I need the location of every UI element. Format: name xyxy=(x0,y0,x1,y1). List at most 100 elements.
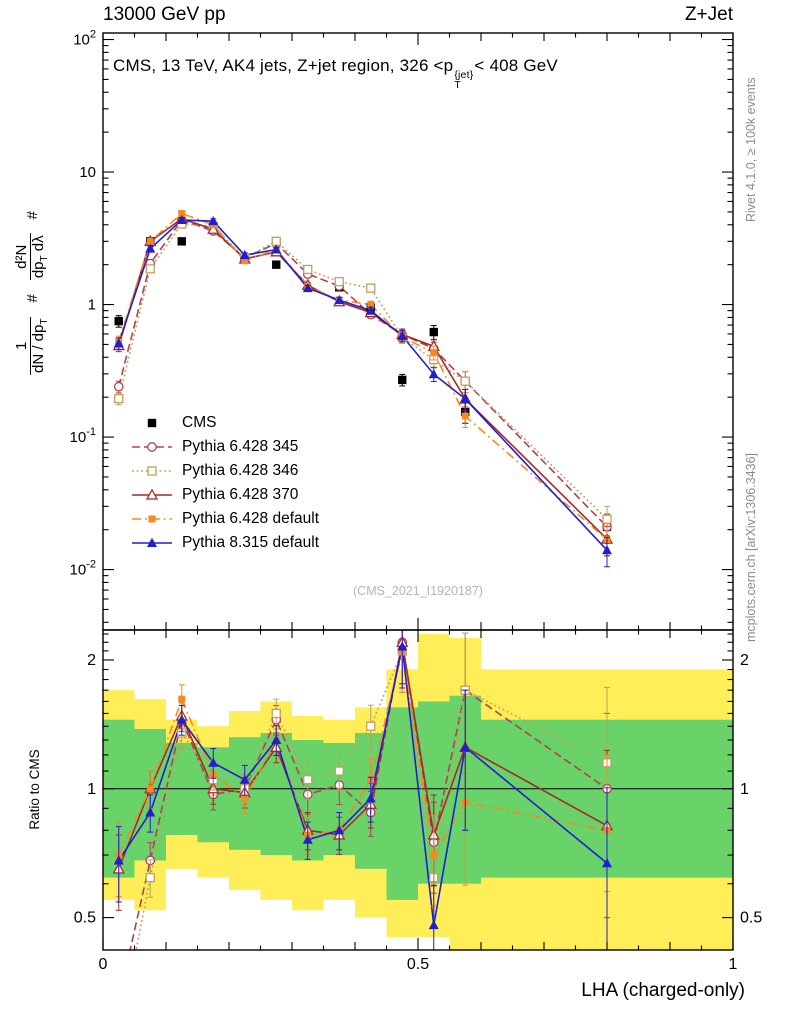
legend-swatch-pythia6-345 xyxy=(132,442,172,452)
ylabel-f2-num: d²N xyxy=(13,244,30,269)
marker xyxy=(602,545,612,555)
marker xyxy=(461,412,469,420)
legend-label-pythia6-346: Pythia 6.428 346 xyxy=(182,462,299,479)
legend-item-cms: CMS xyxy=(130,411,319,435)
marker xyxy=(148,515,156,523)
legend-item-pythia8-default: Pythia 8.315 default xyxy=(130,531,319,555)
marker xyxy=(147,466,157,476)
marker xyxy=(302,282,313,293)
legend-item-pythia6-346: Pythia 6.428 346 xyxy=(130,459,319,483)
marker xyxy=(146,785,154,793)
beam-energy-label: 13000 GeV pp xyxy=(103,4,226,25)
marker xyxy=(271,244,282,254)
marker xyxy=(114,393,124,404)
marker xyxy=(398,375,407,385)
marker xyxy=(241,794,249,802)
legend-swatch-pythia6-370 xyxy=(132,488,172,500)
ylabel-f2-den-text: dp xyxy=(30,261,48,279)
legend-swatch-cms xyxy=(147,418,157,428)
tick-label: 1 xyxy=(87,781,96,798)
marker xyxy=(147,537,157,547)
marker xyxy=(430,851,438,859)
marker xyxy=(602,858,612,868)
marker xyxy=(113,855,124,865)
tick-label: 2 xyxy=(740,652,749,669)
marker xyxy=(303,775,313,785)
marker xyxy=(365,793,376,803)
legend-label-cms: CMS xyxy=(182,414,217,431)
marker xyxy=(178,695,186,703)
marker xyxy=(428,369,439,379)
marker xyxy=(145,488,159,500)
tick-label: 10-2 xyxy=(70,559,96,579)
marker xyxy=(430,349,438,357)
ylabel-f1-den-text: dN / dp xyxy=(30,324,48,373)
analysis-title-prefix: CMS, 13 TeV, AK4 jets, Z+jet region, 326… xyxy=(113,56,454,75)
legend-swatch-pythia6-default xyxy=(132,515,172,523)
marker xyxy=(113,381,124,392)
tick-label: 0.5 xyxy=(740,910,762,927)
ratio-uncertainty-bands xyxy=(103,633,733,950)
marker xyxy=(365,305,376,315)
marker xyxy=(334,766,344,776)
ylabel-f1-den: dN / dpT xyxy=(30,316,51,375)
marker xyxy=(114,316,123,326)
marker xyxy=(115,996,123,1004)
ylabel-f2-den-sub: T xyxy=(39,255,51,262)
marker xyxy=(460,376,470,386)
marker xyxy=(147,442,157,452)
marker xyxy=(272,260,281,269)
legend-swatch-pythia8-default xyxy=(132,537,172,547)
marker xyxy=(147,418,157,428)
legend-item-pythia6-370: Pythia 6.428 370 xyxy=(130,483,319,507)
legend-item-pythia6-345: Pythia 6.428 345 xyxy=(130,435,319,459)
analysis-title-suffix: < 408 GeV xyxy=(474,56,558,75)
tick-label: 1 xyxy=(740,781,749,798)
ylabel-f1-num: 1 xyxy=(13,341,30,350)
analysis-title: CMS, 13 TeV, AK4 jets, Z+jet region, 326… xyxy=(113,56,558,90)
ratio-axis-label: Ratio to CMS xyxy=(27,749,42,830)
y-axis-label: 1 dN / dpT # d²N dpT dλ # xyxy=(13,58,51,528)
ratio-series xyxy=(103,630,733,1004)
tick-label: 0.5 xyxy=(407,956,429,973)
marker xyxy=(241,257,249,265)
mcplots-credit-label: mcplots.cern.ch [arXiv:1306.3436] xyxy=(744,453,758,642)
tick-label: 0 xyxy=(99,956,108,973)
marker xyxy=(208,215,219,226)
pt-jet-sup: {jet} xyxy=(454,69,474,81)
marker xyxy=(271,734,282,745)
rivet-version-label: Rivet 4.1.0, ≥ 100k events xyxy=(744,77,758,222)
tick-label: 2 xyxy=(87,652,96,669)
pt-jet-sub: T xyxy=(454,78,461,91)
marker xyxy=(460,393,471,403)
ylabel-hash-1: # xyxy=(23,294,41,303)
tick-label: 1 xyxy=(729,956,738,973)
marker xyxy=(207,222,220,234)
pt-jet-notation: {jet} T xyxy=(454,69,474,91)
legend-swatch-pythia6-346 xyxy=(132,466,172,476)
legend-label-pythia6-345: Pythia 6.428 345 xyxy=(182,438,299,455)
marker xyxy=(460,742,471,752)
marker xyxy=(602,514,612,524)
marker xyxy=(177,237,186,246)
legend-label-pythia8-default: Pythia 8.315 default xyxy=(182,534,320,551)
marker xyxy=(367,301,375,309)
ylabel-hash-2: # xyxy=(23,211,41,220)
marker xyxy=(239,249,250,260)
axes-frame: 0 0.5 1 102 10 1 10-1 10-2 0.5 0.5 1 1 2 2 xyxy=(70,29,763,973)
marker xyxy=(271,708,281,719)
marker xyxy=(145,264,155,274)
marker xyxy=(146,237,154,245)
marker xyxy=(145,807,156,817)
marker xyxy=(334,825,345,835)
marker xyxy=(145,243,156,253)
marker xyxy=(178,210,186,218)
ylabel-f1-den-sub: T xyxy=(39,318,51,325)
marker xyxy=(366,283,376,293)
marker xyxy=(176,714,187,724)
legend-label-pythia6-default: Pythia 6.428 default xyxy=(182,510,320,527)
tick-label: 10-1 xyxy=(70,426,96,446)
ylabel-fraction-1: 1 dN / dpT xyxy=(13,316,51,375)
